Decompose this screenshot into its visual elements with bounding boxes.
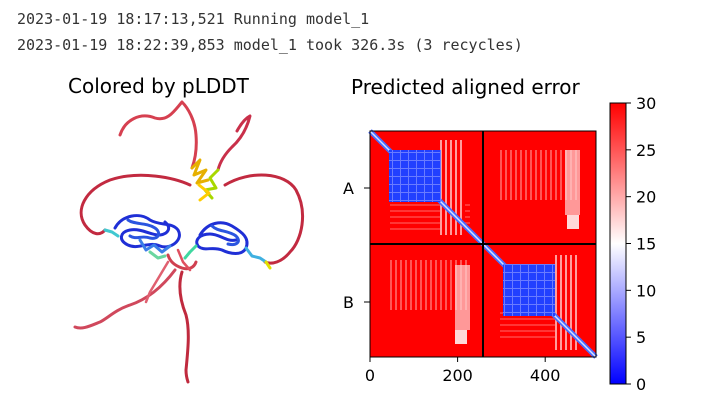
colorbar-ticks: 0 5 10 15 20 25 30 (626, 94, 656, 394)
colorbar (609, 102, 627, 385)
colorbar-tick-label: 20 (636, 188, 656, 207)
heatmap-spot-2 (455, 330, 467, 344)
heatmap-domain-b (503, 264, 555, 316)
colorbar-gradient (609, 102, 627, 385)
x-tick-label: 400 (530, 366, 561, 385)
colorbar-tick-label: 30 (636, 94, 656, 113)
colorbar-tick-label: 0 (636, 375, 646, 394)
heatmap-spot-1 (567, 215, 579, 229)
colorbar-tick-label: 25 (636, 141, 656, 160)
chain-labels: A B (343, 179, 370, 312)
colorbar-tick-label: 15 (636, 235, 656, 254)
pae-heatmap (368, 129, 598, 359)
x-tick-label: 200 (442, 366, 473, 385)
x-tick-label: 0 (365, 366, 375, 385)
heatmap-offdiag-band-3 (565, 150, 580, 215)
x-axis-ticks: 0 200 400 (365, 357, 561, 385)
colorbar-tick-label: 10 (636, 281, 656, 300)
log-line-1: 2023-01-19 18:17:13,521 Running model_1 (17, 10, 370, 28)
heatmap-offdiag-band-4 (455, 265, 470, 330)
colorbar-tick-label: 5 (636, 328, 646, 347)
pae-title: Predicted aligned error (351, 75, 580, 99)
chain-label-b: B (343, 293, 354, 312)
protein-structure (73, 100, 304, 384)
log-line-2: 2023-01-19 18:22:39,853 model_1 took 326… (17, 36, 523, 54)
heatmap-frame (369, 130, 597, 358)
heatmap-domain-a (389, 150, 441, 202)
chain-label-a: A (343, 179, 354, 198)
plddt-title: Colored by pLDDT (68, 74, 249, 98)
